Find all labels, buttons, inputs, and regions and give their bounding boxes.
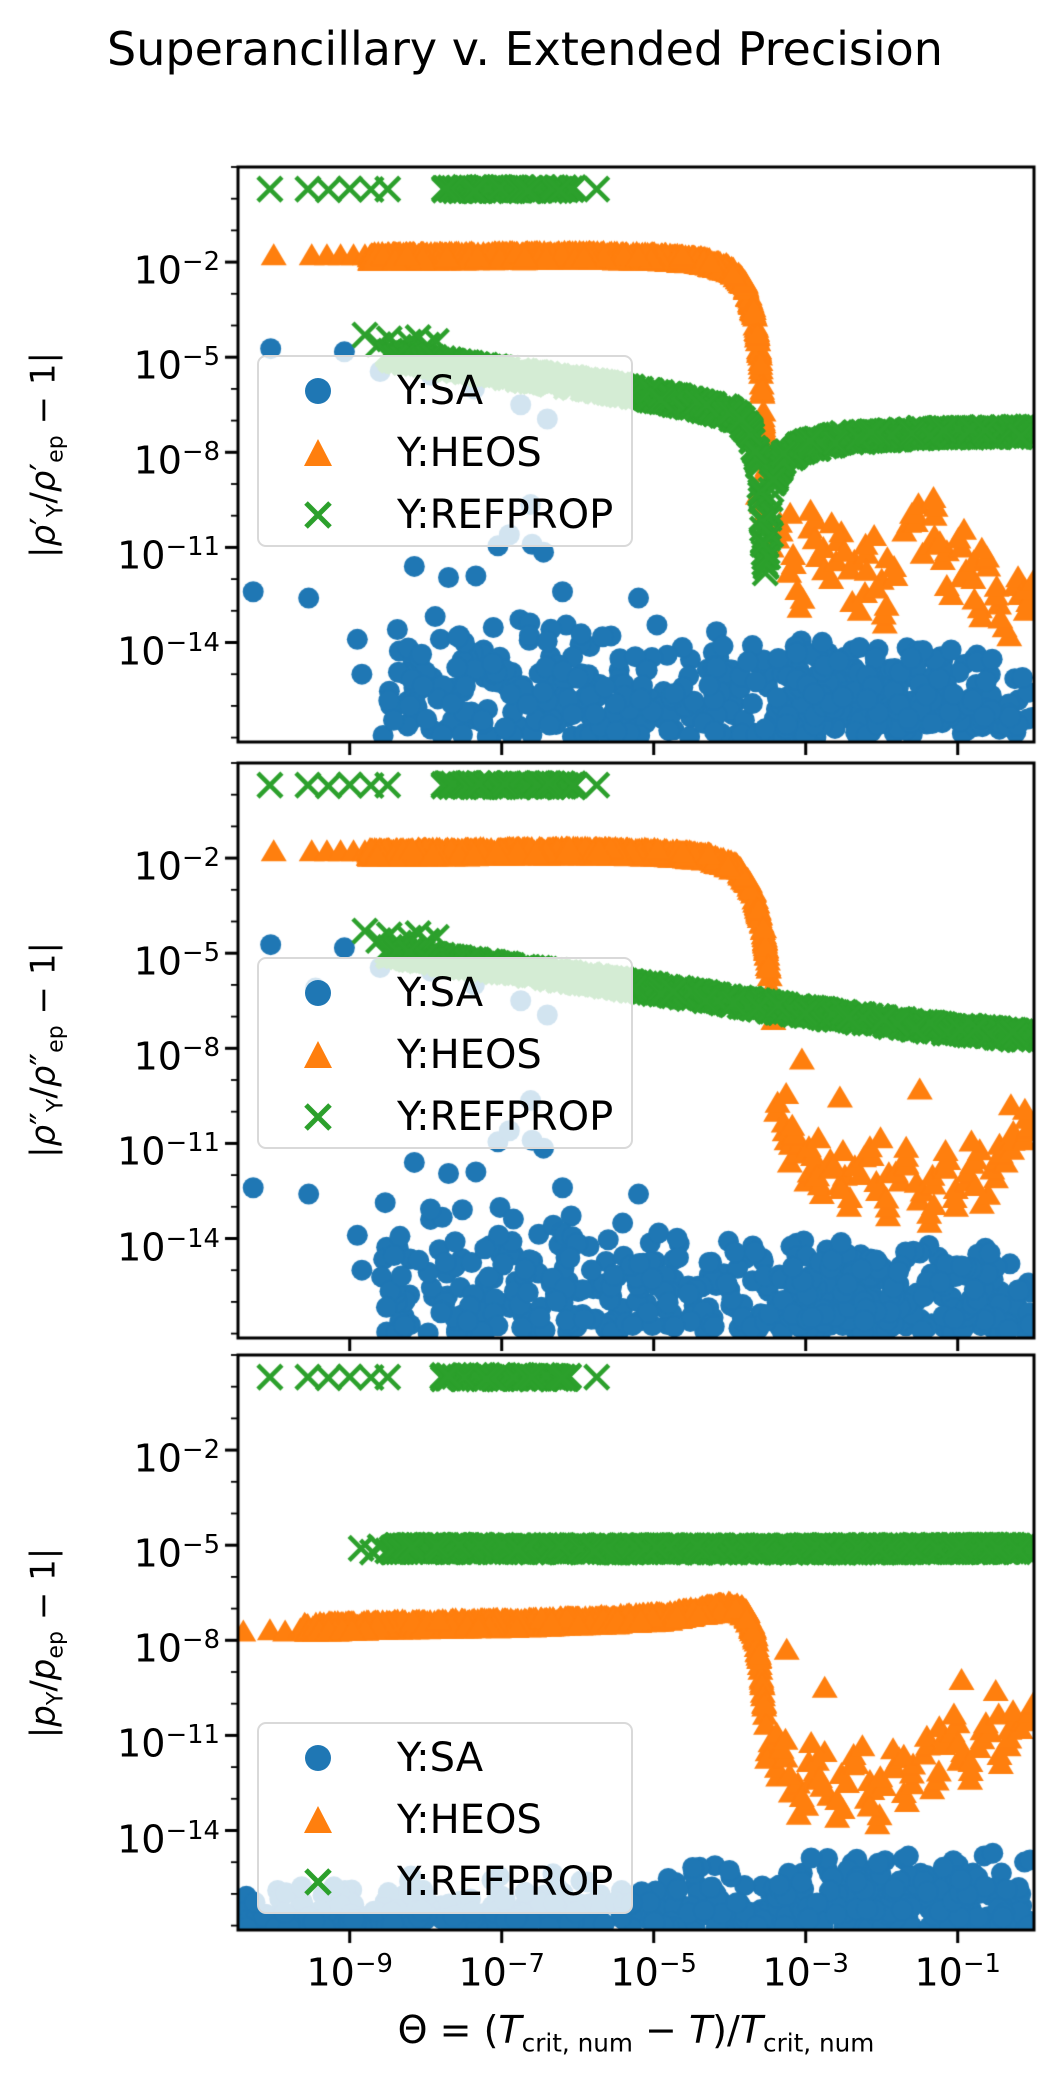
legend-entry-y-refprop: Y:REFPROP (259, 1086, 631, 1148)
legend-marker-x (301, 1865, 335, 1899)
y-tick-label: 10−14 (117, 1815, 220, 1862)
legend-entry-y-refprop: Y:REFPROP (259, 1851, 631, 1913)
y-tick-label: 10−11 (117, 1128, 220, 1175)
y-tick-label: 10−2 (133, 247, 220, 293)
y-tick-label: 10−8 (133, 1033, 220, 1079)
x-tick-label: 10−3 (762, 1949, 849, 1995)
legend-entry-label: Y:REFPROP (397, 1094, 614, 1140)
y-tick-label: 10−11 (117, 532, 220, 579)
legend-marker-x (301, 498, 335, 532)
subplot-3-legend: Y:SA Y:HEOS Y:REFPROP (257, 1722, 633, 1914)
legend-entry-y-heos: Y:HEOS (259, 1789, 631, 1851)
legend-marker-triangle (301, 1803, 335, 1837)
y-tick-label: 10−14 (117, 627, 220, 674)
y-tick-label: 10−8 (133, 1625, 220, 1671)
legend-entry-label: Y:HEOS (397, 1797, 542, 1843)
y-tick-label: 10−5 (133, 938, 220, 984)
subplot-2-legend: Y:SA Y:HEOS Y:REFPROP (257, 957, 633, 1149)
legend-marker-triangle (301, 1038, 335, 1072)
x-tick-label: 10−7 (458, 1949, 545, 1995)
chart-title: Superancillary v. Extended Precision (107, 22, 943, 76)
legend-entry-label: Y:HEOS (397, 1032, 542, 1078)
legend-marker-triangle (301, 436, 335, 470)
x-tick-label: 10−1 (914, 1949, 1001, 1995)
y-tick-label: 10−11 (117, 1720, 220, 1767)
legend-entry-label: Y:REFPROP (397, 1859, 614, 1905)
legend-entry-label: Y:SA (397, 368, 484, 414)
legend-marker-circle (301, 1741, 335, 1775)
legend-entry-y-heos: Y:HEOS (259, 1024, 631, 1086)
legend-entry-y-heos: Y:HEOS (259, 422, 631, 484)
legend-entry-label: Y:HEOS (397, 430, 542, 476)
legend-entry-y-sa: Y:SA (259, 962, 631, 1024)
legend-entry-label: Y:SA (397, 1735, 484, 1781)
y-tick-label: 10−2 (133, 843, 220, 889)
y-tick-label: 10−14 (117, 1223, 220, 1270)
x-axis-label: Θ = (Tcrit, num − T)/Tcrit, num (397, 2008, 875, 2058)
y-tick-label: 10−8 (133, 437, 220, 483)
x-tick-label: 10−5 (610, 1949, 697, 1995)
legend-marker-x (301, 1100, 335, 1134)
subplot-1-legend: Y:SA Y:HEOS Y:REFPROP (257, 355, 633, 547)
legend-entry-y-refprop: Y:REFPROP (259, 484, 631, 546)
legend-entry-label: Y:REFPROP (397, 492, 614, 538)
y-tick-label: 10−2 (133, 1435, 220, 1481)
legend-entry-y-sa: Y:SA (259, 360, 631, 422)
legend-entry-y-sa: Y:SA (259, 1727, 631, 1789)
legend-marker-circle (301, 374, 335, 408)
x-tick-label: 10−9 (306, 1949, 393, 1995)
y-tick-label: 10−5 (133, 342, 220, 388)
legend-entry-label: Y:SA (397, 970, 484, 1016)
legend-marker-circle (301, 976, 335, 1010)
y-tick-label: 10−5 (133, 1530, 220, 1576)
